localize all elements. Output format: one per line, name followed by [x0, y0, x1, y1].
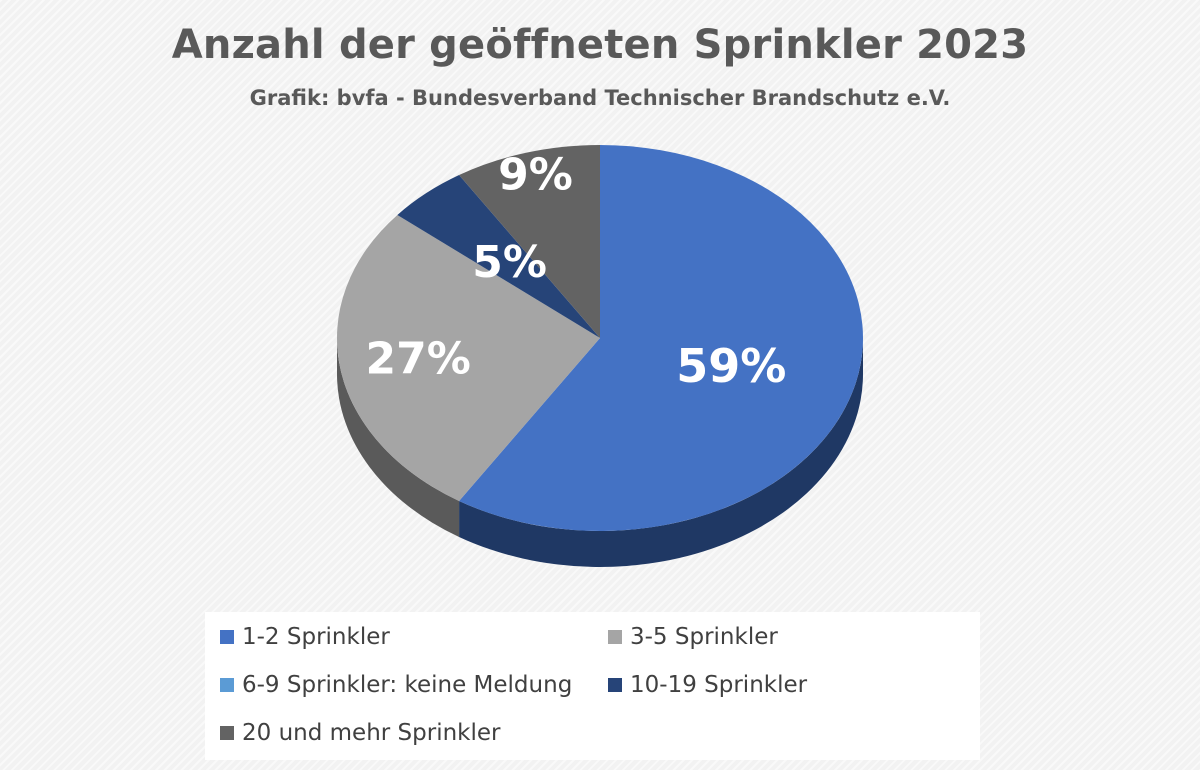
legend-swatch — [220, 630, 234, 644]
data-label-20-und-mehr-sprinkler: 9% — [498, 149, 573, 200]
chart-subtitle: Grafik: bvfa - Bundesverband Technischer… — [249, 86, 951, 110]
pie-side-3-5-sprinkler — [337, 338, 460, 537]
legend-item-1-2: 1-2 Sprinkler — [220, 624, 390, 650]
pie-side-group — [337, 338, 863, 567]
pie-side-1-2-sprinkler — [459, 338, 863, 567]
pie-top-group — [336, 145, 863, 531]
legend-swatch — [608, 630, 622, 644]
legend-swatch — [608, 678, 622, 692]
legend-swatch — [220, 678, 234, 692]
pie-slice-10-19-sprinkler — [397, 175, 600, 338]
pie-slice-20-und-mehr-sprinkler — [459, 145, 600, 338]
data-label-10-19-sprinkler: 5% — [472, 237, 547, 288]
pie-slice-3-5-sprinkler — [336, 214, 600, 501]
legend-label: 6-9 Sprinkler: keine Meldung — [242, 672, 573, 698]
legend-item-20-plus: 20 und mehr Sprinkler — [220, 720, 500, 746]
pie-slice-1-2-sprinkler — [459, 145, 863, 531]
legend-label: 20 und mehr Sprinkler — [242, 720, 501, 746]
legend-item-6-9: 6-9 Sprinkler: keine Meldung — [220, 672, 572, 698]
pie-label-group: 59% 27%5% 9% — [366, 149, 787, 393]
legend-swatch — [220, 726, 234, 740]
legend-label: 10-19 Sprinkler — [630, 672, 808, 698]
data-label-1-2-sprinkler: 59% — [676, 339, 786, 393]
legend-item-10-19: 10-19 Sprinkler — [608, 672, 807, 698]
legend: 1-2 Sprinkler 3-5 Sprinkler 6-9 Sprinkle… — [205, 612, 980, 760]
legend-label: 1-2 Sprinkler — [242, 624, 390, 650]
chart-title: Anzahl der geöffneten Sprinkler 2023 — [171, 22, 1029, 68]
data-label-3-5-sprinkler: 27% — [366, 334, 471, 385]
legend-label: 3-5 Sprinkler — [630, 624, 778, 650]
legend-item-3-5: 3-5 Sprinkler — [608, 624, 778, 650]
